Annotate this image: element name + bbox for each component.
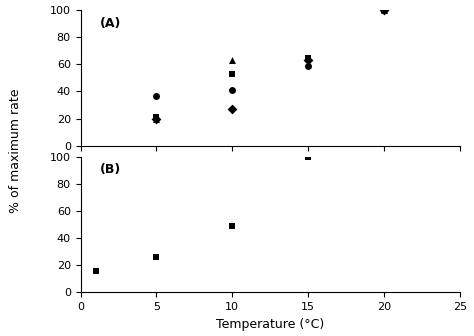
Point bbox=[228, 71, 236, 77]
Point bbox=[228, 107, 236, 112]
X-axis label: Temperature (°C): Temperature (°C) bbox=[216, 318, 324, 331]
Point bbox=[153, 93, 160, 98]
Point bbox=[304, 55, 312, 60]
Point bbox=[92, 268, 100, 273]
Point bbox=[228, 223, 236, 228]
Text: (B): (B) bbox=[100, 163, 121, 176]
Point bbox=[153, 115, 160, 120]
Point bbox=[380, 7, 388, 13]
Point bbox=[380, 7, 388, 13]
Point bbox=[153, 116, 160, 121]
Text: % of maximum rate: % of maximum rate bbox=[9, 89, 22, 213]
Point bbox=[380, 7, 388, 13]
Point bbox=[304, 57, 312, 63]
Point bbox=[228, 57, 236, 63]
Point bbox=[304, 154, 312, 159]
Point bbox=[304, 55, 312, 60]
Point bbox=[153, 116, 160, 121]
Point bbox=[380, 7, 388, 13]
Point bbox=[153, 254, 160, 260]
Point bbox=[304, 63, 312, 69]
Point bbox=[228, 87, 236, 93]
Text: (A): (A) bbox=[100, 17, 121, 30]
